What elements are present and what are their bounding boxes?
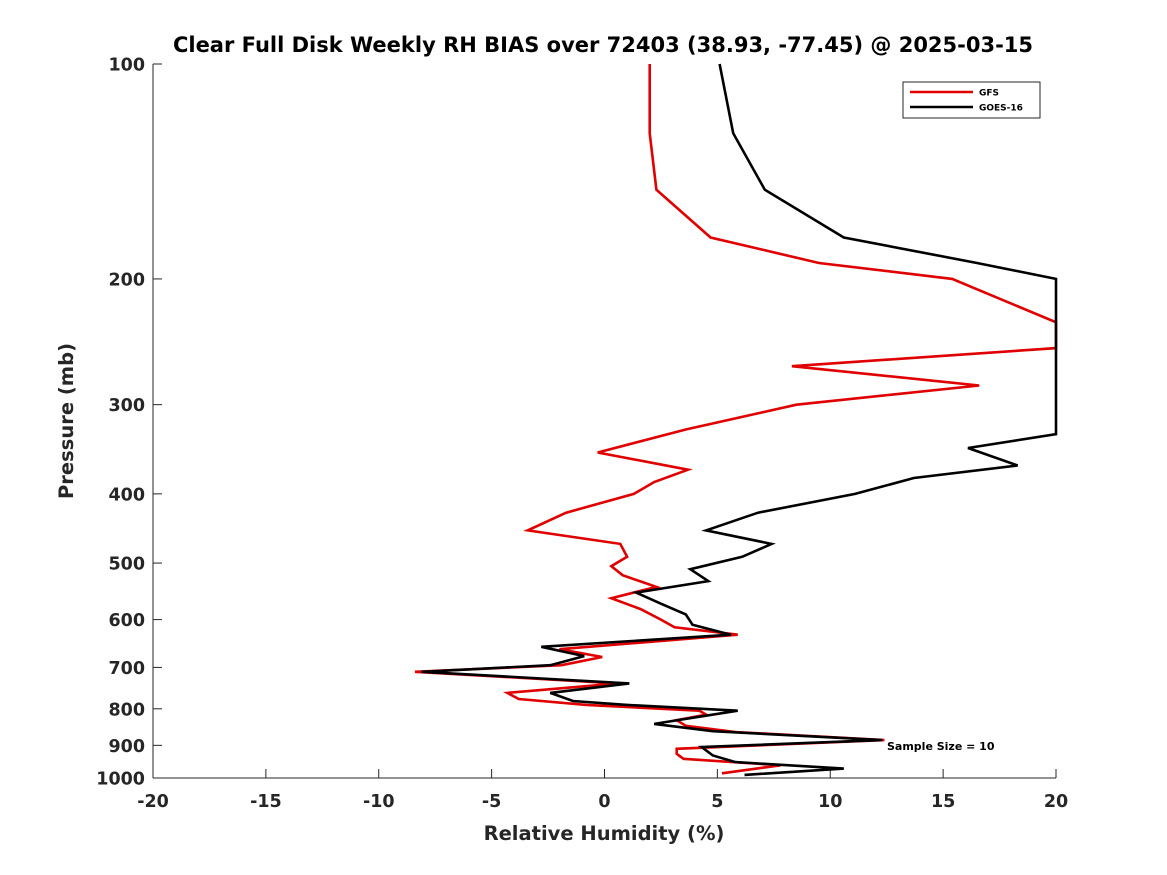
x-tick-label: 5 bbox=[711, 792, 723, 812]
x-tick-label: 20 bbox=[1044, 792, 1068, 812]
y-tick-label: 100 bbox=[108, 56, 145, 76]
y-tick-label: 500 bbox=[108, 555, 145, 575]
y-tick-label: 800 bbox=[108, 700, 145, 720]
chart-title: Clear Full Disk Weekly RH BIAS over 7240… bbox=[173, 33, 1033, 57]
legend-label-gfs: GFS bbox=[979, 89, 999, 99]
y-tick-label: 1000 bbox=[96, 770, 145, 790]
y-tick-label: 900 bbox=[108, 737, 145, 757]
y-axis-ticks: 100 200 300 400 500 600 700 800 900 1000 bbox=[96, 56, 162, 790]
series-line-gfs bbox=[414, 64, 1058, 775]
series-line-goes-16 bbox=[421, 63, 1058, 777]
x-tick-label: 10 bbox=[818, 792, 842, 812]
x-tick-label: 0 bbox=[598, 792, 610, 812]
legend-label-goes-16: GOES-16 bbox=[979, 104, 1023, 114]
x-axis-ticks: -20 -15 -10 -5 0 5 10 15 20 bbox=[137, 769, 1068, 812]
x-tick-label: -15 bbox=[250, 792, 282, 812]
x-tick-label: -10 bbox=[363, 792, 395, 812]
x-tick-label: -20 bbox=[137, 792, 169, 812]
y-tick-label: 300 bbox=[108, 396, 145, 416]
y-tick-label: 700 bbox=[108, 659, 145, 679]
y-tick-label: 600 bbox=[108, 611, 145, 631]
y-axis-label: Pressure (mb) bbox=[55, 343, 78, 499]
x-tick-label: -5 bbox=[482, 792, 501, 812]
y-tick-label: 200 bbox=[108, 270, 145, 290]
sample-size-annotation: Sample Size = 10 bbox=[887, 740, 995, 753]
plot-series bbox=[414, 63, 1058, 777]
x-axis-label: Relative Humidity (%) bbox=[484, 822, 725, 845]
legend: GFS GOES-16 bbox=[902, 81, 1041, 119]
legend-box bbox=[902, 81, 1041, 119]
x-tick-label: 15 bbox=[931, 792, 955, 812]
y-tick-label: 400 bbox=[108, 485, 145, 505]
